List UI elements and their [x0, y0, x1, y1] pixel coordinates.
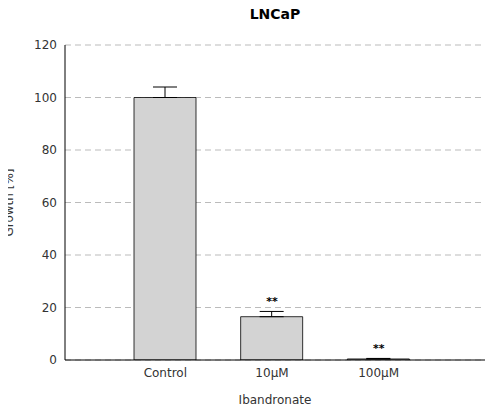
svg-text:Growth [%]: Growth [%] — [8, 168, 16, 236]
html-text:LNCaP: LNCaP — [249, 6, 301, 22]
svg-text:120: 120 — [34, 38, 57, 52]
svg-text:10µM: 10µM — [255, 366, 288, 380]
svg-text:**: ** — [266, 295, 278, 308]
svg-text:80: 80 — [42, 143, 57, 157]
svg-text:40: 40 — [42, 248, 57, 262]
svg-text:0: 0 — [49, 353, 57, 367]
svg-text:60: 60 — [42, 196, 57, 210]
svg-text:Ibandronate: Ibandronate — [239, 393, 312, 406]
svg-text:100: 100 — [34, 91, 57, 105]
svg-text:20: 20 — [42, 301, 57, 315]
svg-text:**: ** — [373, 342, 385, 355]
svg-text:100µM: 100µM — [358, 366, 399, 380]
svg-text:Control: Control — [144, 366, 187, 380]
